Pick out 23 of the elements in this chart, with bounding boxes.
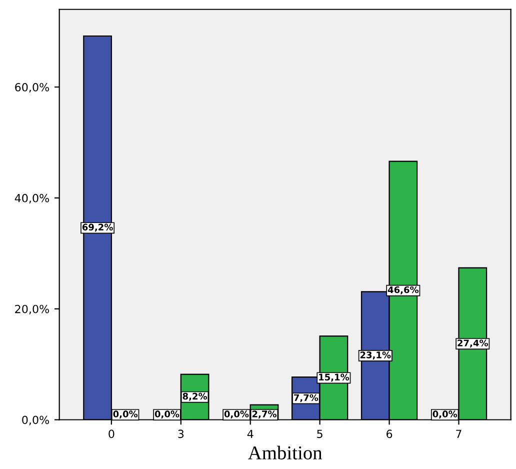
x-tick-label: 4	[247, 430, 254, 438]
data-label: 7,7%	[294, 394, 318, 402]
data-label: 23,1%	[360, 351, 391, 360]
data-label: 0,0%	[113, 410, 138, 419]
data-label: 15,1%	[319, 374, 350, 382]
data-label: 0,0%	[154, 410, 180, 419]
data-label: 2,7%	[252, 410, 276, 419]
data-label: 0,0%	[432, 410, 458, 419]
data-label: 27,4%	[458, 340, 488, 348]
data-label: 8,2%	[182, 392, 208, 401]
data-label: 0,0%	[224, 410, 249, 419]
x-tick-label: 5	[317, 430, 322, 438]
x-axis-title: Ambition	[248, 446, 322, 460]
y-tick-label: 0,0%	[22, 416, 50, 426]
x-tick-label: 7	[456, 430, 462, 438]
y-tick-label: 60,0%	[15, 82, 50, 93]
y-tick-label: 40,0%	[14, 194, 50, 204]
x-tick-label: 0	[108, 430, 114, 438]
y-tick-label: 20,0%	[15, 304, 50, 314]
x-tick-label: 3	[178, 430, 184, 438]
x-tick-label: 6	[386, 430, 392, 438]
data-label: 69,2%	[82, 224, 113, 232]
data-label: 46,6%	[388, 286, 419, 294]
